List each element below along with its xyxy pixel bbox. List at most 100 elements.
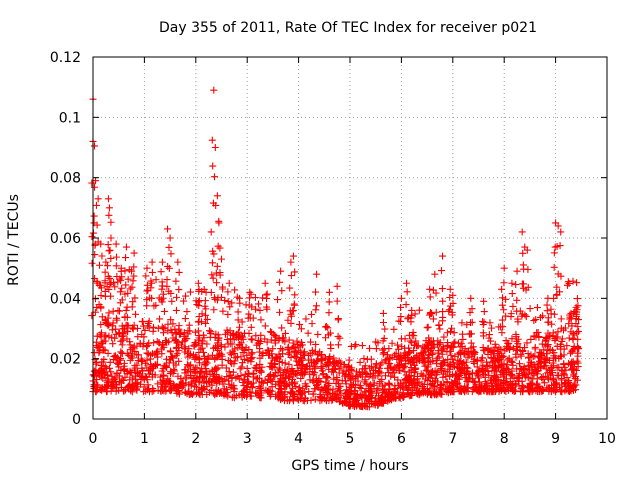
data-point [231,286,239,294]
data-point [283,397,291,405]
data-point [158,298,166,306]
data-point [268,350,276,358]
data-point [439,360,447,368]
data-point [497,323,505,331]
data-point [191,340,199,348]
data-point [557,272,565,280]
data-point [162,355,170,363]
data-point [569,277,577,285]
data-point [101,363,109,371]
data-point [569,386,577,394]
data-point [475,367,483,375]
data-point [432,289,440,297]
data-point [154,324,162,332]
data-point [503,361,511,369]
data-point [519,388,527,396]
data-point [199,337,207,345]
data-point [381,325,389,333]
data-point [263,338,271,346]
data-point [93,338,101,346]
data-point [199,384,207,392]
data-point [488,324,496,332]
data-point [130,321,138,329]
data-point [211,144,219,151]
data-point [92,360,100,368]
data-point [560,370,568,378]
data-point [166,356,174,364]
data-point [182,292,190,300]
data-point [373,386,381,394]
data-point [195,287,203,295]
data-point [332,379,340,387]
data-point [455,375,463,383]
data-point [439,308,447,316]
data-point [459,335,467,343]
data-point [259,349,267,357]
data-point [396,367,404,375]
data-point [271,339,279,347]
data-point [287,272,295,280]
data-point [521,311,529,319]
data-point [128,303,136,311]
data-point [563,281,571,289]
data-point [103,387,111,395]
data-point [124,328,132,336]
data-point [166,370,174,378]
data-point [340,397,348,405]
data-point [115,307,123,315]
data-point [419,343,427,351]
data-point [164,225,172,233]
data-point [206,377,214,385]
data-point [563,380,571,388]
data-point [122,254,130,262]
data-point [265,351,273,359]
data-point [394,362,402,370]
data-point [224,310,232,318]
data-point [379,387,387,395]
data-point [507,310,515,318]
y-tick-label: 0 [72,412,81,428]
data-point [142,272,150,280]
data-point [175,357,183,365]
data-point [532,315,540,323]
data-point [163,363,171,371]
data-point [549,375,557,383]
data-point [121,373,129,381]
data-point [238,333,246,341]
data-point [214,352,222,360]
data-point [295,361,303,369]
data-point [425,351,433,359]
data-point [202,311,210,319]
data-point [448,388,456,396]
data-point [269,345,277,353]
data-point [471,382,479,390]
data-point [107,292,115,300]
data-point [536,349,544,357]
data-point [286,284,294,292]
data-point [514,315,522,323]
data-point [439,252,447,260]
data-point [159,294,167,302]
data-point [261,279,269,287]
y-tick-label: 0.12 [50,50,81,66]
data-point [261,376,269,384]
data-point [381,372,389,380]
data-point [288,312,296,320]
data-point [186,352,194,360]
data-point [257,368,265,376]
data-point [195,302,203,310]
data-point [221,296,229,304]
data-point [311,385,319,393]
data-point [106,274,114,282]
data-point [241,329,249,337]
data-point [231,385,239,393]
data-point [473,363,481,371]
data-point [563,374,571,382]
data-point [429,357,437,365]
data-point [410,347,418,355]
data-point [159,340,167,348]
data-point [244,357,252,365]
data-point [208,136,216,144]
data-point [256,306,264,314]
data-point [346,395,354,403]
